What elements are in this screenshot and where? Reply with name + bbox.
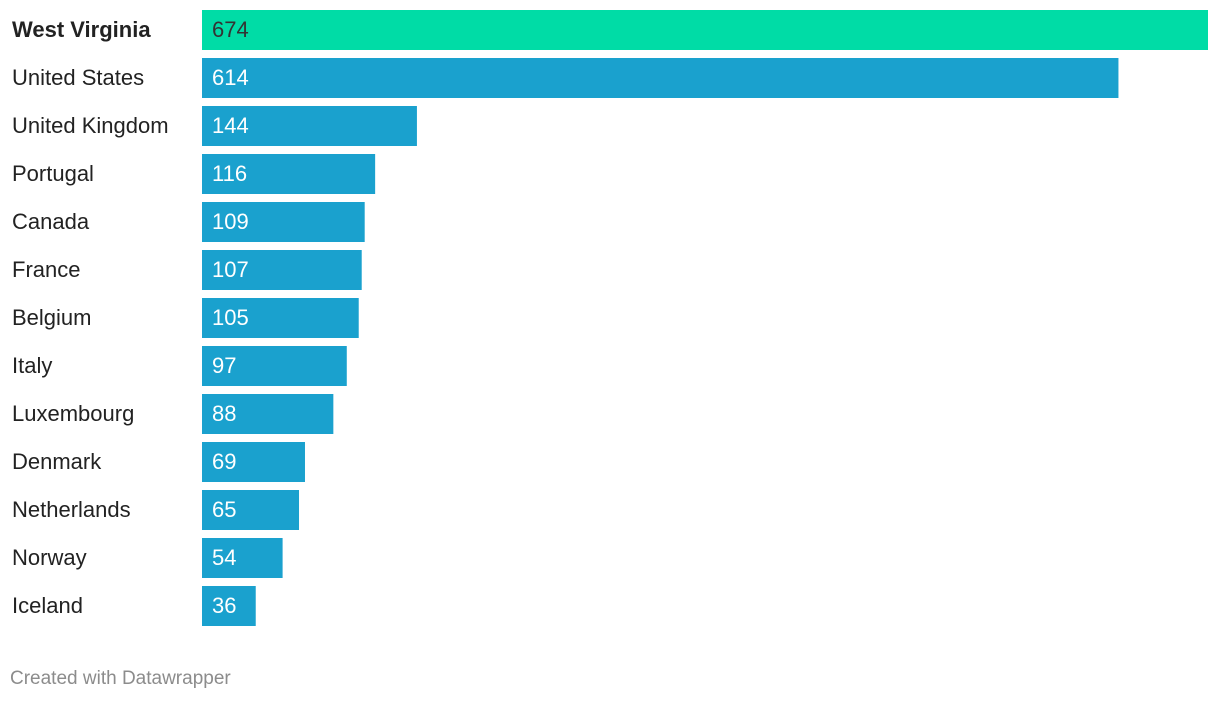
bar <box>202 346 347 386</box>
category-label: Netherlands <box>12 497 131 522</box>
value-label: 144 <box>212 113 249 138</box>
value-label: 88 <box>212 401 236 426</box>
category-label: United States <box>12 65 144 90</box>
value-label: 65 <box>212 497 236 522</box>
value-label: 36 <box>212 593 236 618</box>
bar <box>202 586 256 626</box>
value-label: 97 <box>212 353 236 378</box>
bar <box>202 10 1208 50</box>
value-label: 674 <box>212 17 249 42</box>
value-label: 614 <box>212 65 249 90</box>
value-label: 105 <box>212 305 249 330</box>
bar <box>202 442 305 482</box>
category-label: Portugal <box>12 161 94 186</box>
value-label: 69 <box>212 449 236 474</box>
bar <box>202 106 417 146</box>
category-label: Canada <box>12 209 90 234</box>
category-label: Italy <box>12 353 52 378</box>
category-label: Luxembourg <box>12 401 134 426</box>
footer: Created with Datawrapper <box>10 668 231 689</box>
value-label: 54 <box>212 545 236 570</box>
bar <box>202 298 359 338</box>
value-label: 107 <box>212 257 249 282</box>
category-label: West Virginia <box>12 17 151 42</box>
bar <box>202 490 300 530</box>
bar <box>202 538 283 578</box>
bar <box>202 202 365 242</box>
category-label: Belgium <box>12 305 91 330</box>
bar <box>202 250 362 290</box>
value-label: 116 <box>212 161 247 186</box>
value-label: 109 <box>212 209 249 234</box>
category-label: Iceland <box>12 593 83 618</box>
bar <box>202 394 334 434</box>
bar <box>202 58 1119 98</box>
category-label: France <box>12 257 80 282</box>
bar <box>202 154 376 194</box>
category-label: Norway <box>12 545 87 570</box>
category-label: Denmark <box>12 449 102 474</box>
category-label: United Kingdom <box>12 113 169 138</box>
